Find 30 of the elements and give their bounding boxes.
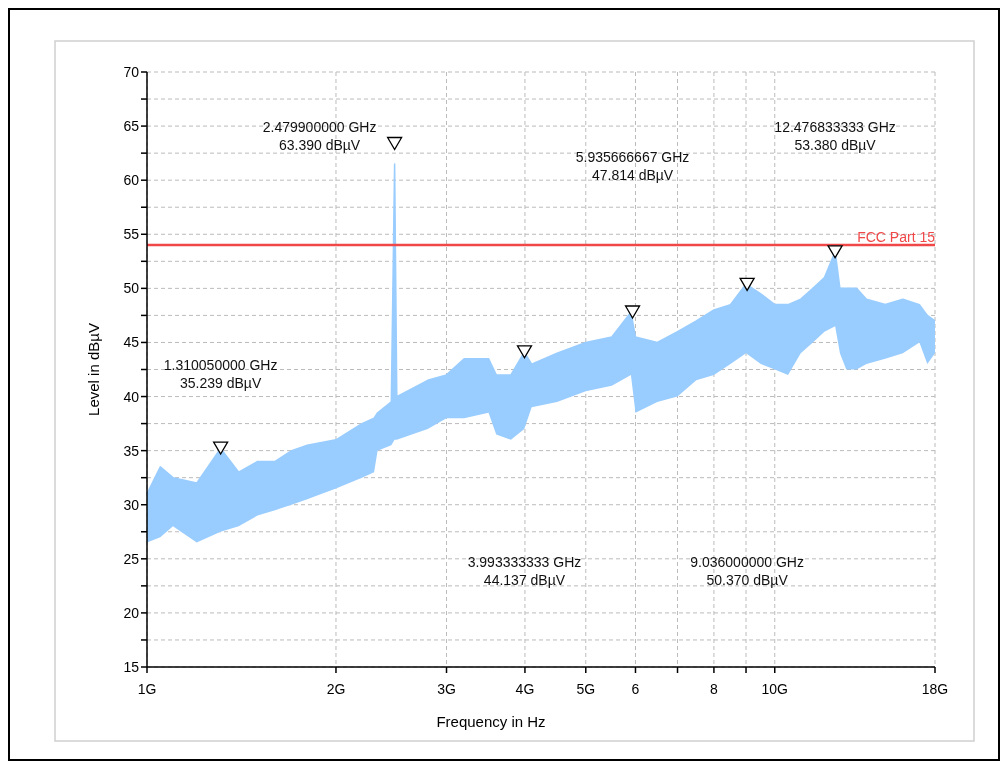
annotation: 9.036000000 GHz 50.370 dBµV	[690, 554, 804, 588]
x-tick-label: 3G	[437, 681, 456, 697]
x-tick-label: 1G	[137, 681, 157, 697]
y-axis-title: Level in dBµV	[85, 323, 102, 416]
x-tick-label: 5G	[576, 681, 596, 697]
y-tick-label: 70	[123, 64, 140, 80]
y-tick-label: 15	[123, 659, 140, 675]
annotation: 12.476833333 GHz 53.380 dBµV	[774, 119, 896, 153]
y-tick-label: 65	[123, 118, 140, 135]
y-tick-label: 35	[123, 442, 140, 459]
x-tick-label: 6	[631, 681, 640, 697]
annotation: 1.310050000 GHz 35.239 dBµV	[163, 357, 278, 392]
y-tick-label: 45	[123, 334, 140, 351]
y-tick-label: 20	[123, 604, 140, 621]
y-tick-label: 25	[123, 550, 140, 567]
x-tick-label: 18G	[921, 681, 949, 697]
y-tick-label: 40	[123, 388, 140, 405]
annotation: 5.935666667 GHz 47.814 dBµV	[575, 149, 690, 183]
x-tick-label: 4G	[515, 681, 535, 697]
y-tick-label: 50	[123, 280, 140, 297]
annotation: 2.479900000 GHz 63.390 dBµV	[262, 119, 377, 153]
y-tick-label: 30	[123, 496, 140, 513]
y-tick-label: 55	[123, 226, 140, 243]
x-tick-label: 8	[710, 681, 719, 697]
ref-line-label: FCC Part 15	[857, 229, 936, 246]
annotation: 3.993333333 GHz 44.137 dBµV	[467, 554, 582, 588]
y-tick-label: 60	[123, 172, 140, 189]
x-tick-label: 2G	[326, 681, 346, 697]
x-tick-label: 10G	[761, 681, 788, 697]
x-axis-title: Frequency in Hz	[436, 713, 546, 730]
